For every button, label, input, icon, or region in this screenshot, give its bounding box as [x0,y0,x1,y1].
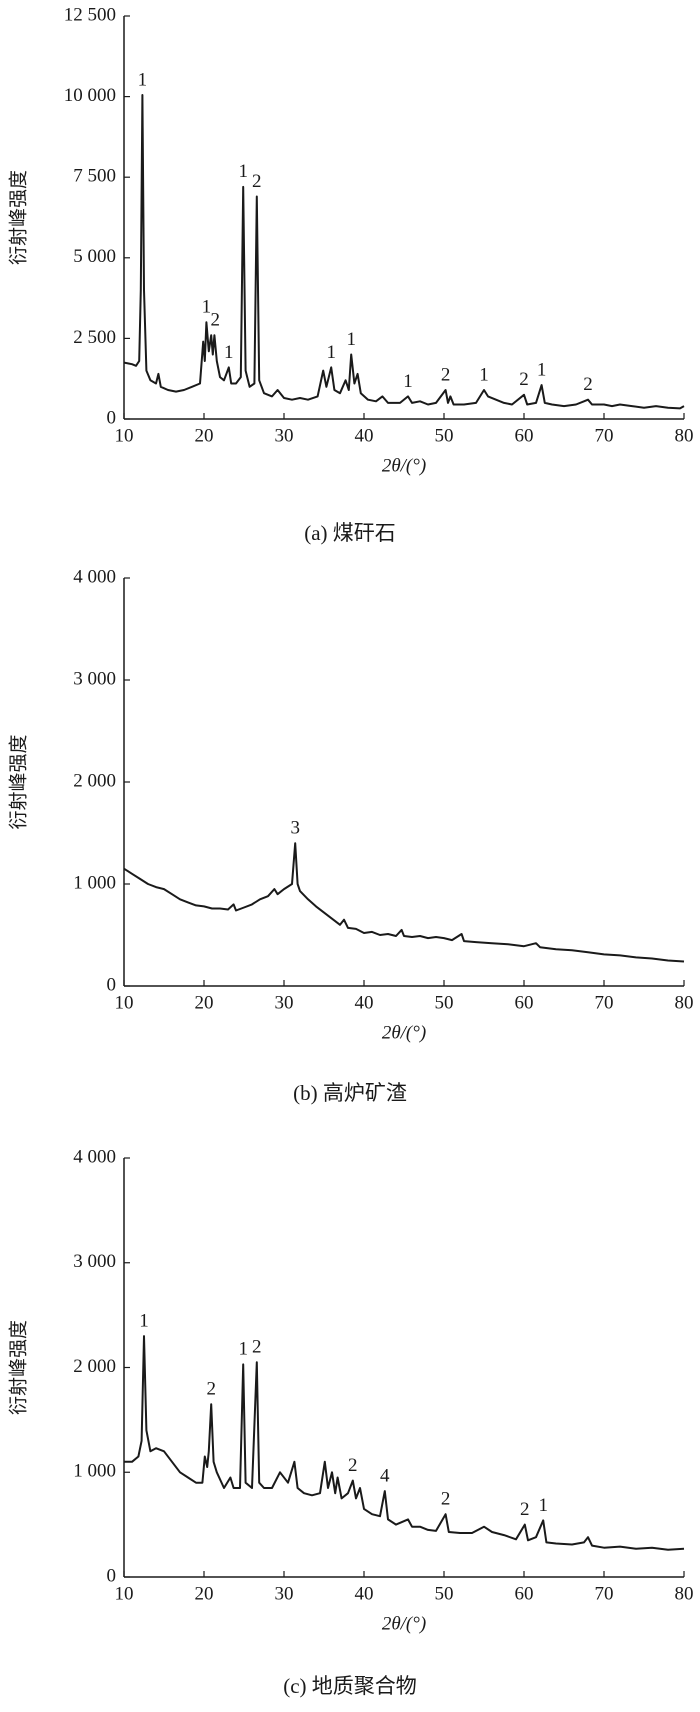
y-tick-label: 12 500 [64,4,116,25]
peak-label: 1 [139,1310,149,1331]
x-axis-label: 2θ/(°) [382,1022,426,1043]
x-tick-label: 70 [595,425,614,446]
y-tick-label: 0 [107,1565,117,1586]
peak-label: 2 [519,369,529,390]
peak-label: 1 [326,342,336,363]
peak-label: 2 [252,171,262,192]
y-axis-label: 衍射峰强度 [7,734,29,829]
x-tick-label: 80 [675,1583,694,1604]
x-tick-label: 30 [275,425,294,446]
y-tick-label: 2 000 [73,770,116,791]
peak-label: 2 [441,1489,451,1510]
x-tick-label: 60 [515,992,534,1013]
x-tick-label: 70 [595,992,614,1013]
x-tick-label: 30 [275,1583,294,1604]
y-tick-label: 1 000 [73,1461,116,1482]
peak-label: 1 [479,364,489,385]
x-axis-label: 2θ/(°) [382,1613,426,1634]
y-tick-label: 5 000 [73,246,116,267]
y-tick-label: 3 000 [73,1251,116,1272]
y-tick-label: 7 500 [73,166,116,187]
x-tick-label: 50 [435,425,454,446]
x-tick-label: 20 [195,1583,214,1604]
x-tick-label: 50 [435,992,454,1013]
y-axis-label: 衍射峰强度 [7,170,29,265]
y-tick-label: 4 000 [73,1146,116,1167]
peak-label: 1 [238,1339,248,1360]
x-tick-label: 80 [675,425,694,446]
peak-label: 2 [441,364,451,385]
y-tick-label: 0 [107,407,117,428]
xrd-line [123,94,685,410]
y-tick-label: 0 [107,974,117,995]
y-tick-label: 3 000 [73,668,116,689]
xrd-line [124,1335,685,1551]
x-tick-label: 60 [515,425,534,446]
peak-label: 1 [538,1495,548,1516]
y-axis-label: 衍射峰强度 [7,1320,29,1415]
y-tick-label: 2 500 [73,327,116,348]
caption: (b) 高炉矿渣 [293,1081,407,1105]
x-tick-label: 30 [275,992,294,1013]
xrd-line [123,842,685,963]
x-axis-label: 2θ/(°) [382,455,426,476]
x-tick-label: 50 [435,1583,454,1604]
peak-label: 2 [252,1337,262,1358]
y-tick-label: 10 000 [64,85,116,106]
x-tick-label: 70 [595,1583,614,1604]
peak-label: 1 [202,297,212,318]
y-tick-label: 4 000 [73,566,116,587]
peak-label: 3 [290,818,300,839]
peak-label: 1 [224,342,234,363]
peak-label: 2 [206,1379,216,1400]
peak-label: 1 [346,329,356,350]
x-tick-label: 80 [675,992,694,1013]
peak-label: 2 [583,374,593,395]
y-tick-label: 2 000 [73,1356,116,1377]
peak-label: 1 [403,371,413,392]
peak-label: 1 [238,161,248,182]
peak-label: 1 [138,69,148,90]
peak-label: 1 [537,360,547,381]
caption: (c) 地质聚合物 [283,1674,417,1698]
peak-label: 4 [380,1465,390,1486]
x-tick-label: 60 [515,1583,534,1604]
y-tick-label: 1 000 [73,872,116,893]
x-tick-label: 40 [355,992,374,1013]
x-tick-label: 10 [115,992,134,1013]
x-tick-label: 20 [195,992,214,1013]
caption: (a) 煤矸石 [304,521,396,545]
peak-label: 2 [520,1499,530,1520]
x-tick-label: 10 [115,425,134,446]
x-tick-label: 10 [115,1583,134,1604]
peak-label: 2 [210,310,220,331]
x-tick-label: 20 [195,425,214,446]
peak-label: 2 [348,1455,358,1476]
x-tick-label: 40 [355,425,374,446]
x-tick-label: 40 [355,1583,374,1604]
